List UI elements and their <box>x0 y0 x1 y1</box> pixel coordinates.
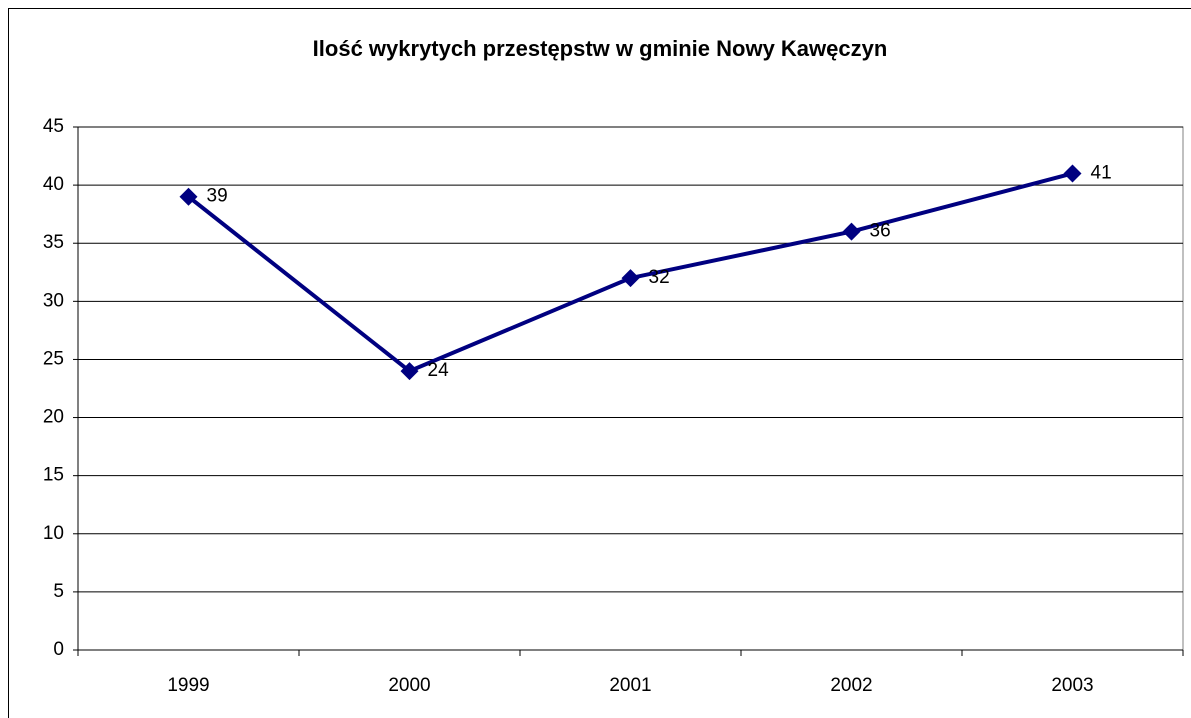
y-tick-label: 0 <box>53 639 64 660</box>
data-label: 32 <box>649 267 670 288</box>
y-tick-label: 30 <box>43 290 64 311</box>
y-tick-label: 35 <box>43 232 64 253</box>
y-tick-label: 10 <box>43 523 64 544</box>
x-tick-label: 2002 <box>830 675 872 696</box>
y-tick-label: 25 <box>43 348 64 369</box>
marker <box>621 269 640 288</box>
y-tick-label: 45 <box>43 116 64 137</box>
data-label: 39 <box>207 186 228 207</box>
data-label: 36 <box>870 221 891 242</box>
x-tick-label: 2001 <box>609 675 651 696</box>
marker <box>179 187 198 206</box>
y-tick-label: 40 <box>43 174 64 195</box>
x-tick-label: 1999 <box>167 675 209 696</box>
data-label: 24 <box>428 360 450 381</box>
x-tick-label: 2003 <box>1051 675 1093 696</box>
marker <box>842 222 861 241</box>
x-tick-label: 2000 <box>388 675 430 696</box>
y-tick-label: 15 <box>43 465 64 486</box>
plot-area <box>77 126 1184 651</box>
marker <box>400 362 419 381</box>
y-tick-label: 5 <box>53 581 64 602</box>
chart-title: Ilość wykrytych przestępstw w gminie Now… <box>313 36 888 61</box>
marker <box>1063 164 1082 183</box>
data-label: 41 <box>1091 163 1112 184</box>
y-tick-label: 20 <box>43 407 64 428</box>
